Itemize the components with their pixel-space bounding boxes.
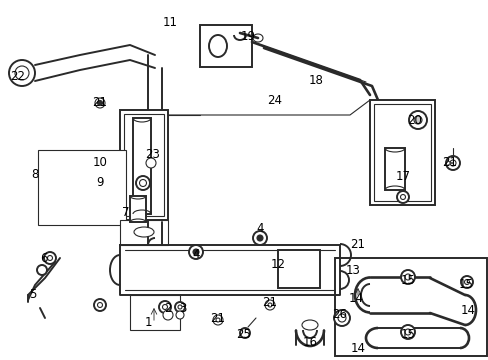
- Ellipse shape: [134, 227, 154, 237]
- Bar: [384, 148, 404, 190]
- Text: 14: 14: [348, 292, 363, 305]
- Circle shape: [408, 111, 426, 129]
- Text: 21: 21: [262, 297, 277, 310]
- Circle shape: [240, 328, 249, 338]
- Circle shape: [136, 176, 150, 190]
- Circle shape: [97, 302, 102, 307]
- Text: 4: 4: [192, 248, 199, 261]
- Text: 10: 10: [92, 157, 107, 170]
- Text: 13: 13: [345, 264, 360, 276]
- Text: 8: 8: [31, 168, 39, 181]
- Text: 7: 7: [122, 206, 129, 219]
- Bar: [200, 25, 251, 67]
- Text: 26: 26: [332, 309, 347, 321]
- Text: 21: 21: [92, 96, 107, 109]
- Text: 4: 4: [256, 221, 263, 234]
- Ellipse shape: [302, 320, 317, 330]
- Text: 16: 16: [302, 336, 317, 348]
- Circle shape: [97, 100, 102, 105]
- Circle shape: [264, 300, 274, 310]
- Text: 21: 21: [350, 238, 365, 252]
- Circle shape: [333, 310, 349, 326]
- Bar: [334, 258, 486, 356]
- Text: 6: 6: [40, 252, 48, 265]
- Text: 14: 14: [350, 342, 365, 355]
- Bar: [120, 110, 168, 220]
- Circle shape: [189, 245, 203, 259]
- Circle shape: [404, 329, 410, 335]
- Circle shape: [176, 311, 183, 319]
- Text: 15: 15: [458, 279, 472, 292]
- Ellipse shape: [288, 259, 310, 277]
- Circle shape: [159, 301, 171, 313]
- Circle shape: [47, 256, 52, 261]
- Circle shape: [449, 160, 455, 166]
- Text: 15: 15: [400, 274, 415, 287]
- Bar: [278, 250, 319, 288]
- Bar: [369, 100, 434, 205]
- Text: 20: 20: [407, 113, 422, 126]
- Text: 14: 14: [460, 303, 474, 316]
- Ellipse shape: [208, 35, 226, 57]
- Text: 15: 15: [400, 328, 415, 342]
- Text: 2: 2: [164, 302, 171, 315]
- Circle shape: [15, 66, 29, 80]
- Circle shape: [193, 249, 199, 255]
- Text: 21: 21: [210, 311, 225, 324]
- Bar: [130, 196, 146, 222]
- Circle shape: [400, 194, 405, 199]
- Text: 24: 24: [267, 94, 282, 107]
- Bar: [133, 118, 151, 214]
- Text: 17: 17: [395, 170, 409, 183]
- Circle shape: [464, 279, 468, 284]
- Bar: [124, 114, 163, 216]
- Circle shape: [95, 98, 105, 108]
- Circle shape: [37, 265, 47, 275]
- Circle shape: [257, 235, 263, 241]
- Text: 1: 1: [144, 316, 151, 329]
- Bar: [373, 104, 430, 201]
- Text: 22: 22: [10, 69, 25, 82]
- Circle shape: [216, 318, 220, 322]
- Circle shape: [252, 231, 266, 245]
- Text: 21: 21: [442, 157, 457, 170]
- Text: 25: 25: [236, 328, 251, 342]
- Bar: [120, 220, 168, 245]
- Bar: [130, 295, 180, 330]
- Circle shape: [400, 270, 414, 284]
- Circle shape: [213, 315, 223, 325]
- Text: 5: 5: [29, 288, 37, 302]
- Circle shape: [146, 158, 156, 168]
- Text: 18: 18: [308, 73, 323, 86]
- Circle shape: [94, 299, 106, 311]
- Circle shape: [44, 252, 56, 264]
- Circle shape: [396, 191, 408, 203]
- Circle shape: [445, 156, 459, 170]
- Circle shape: [162, 305, 167, 310]
- Circle shape: [404, 274, 410, 280]
- Text: 9: 9: [96, 176, 103, 189]
- Text: 23: 23: [145, 148, 160, 162]
- Circle shape: [460, 276, 472, 288]
- Circle shape: [400, 325, 414, 339]
- Circle shape: [178, 305, 182, 309]
- Circle shape: [9, 60, 35, 86]
- Text: 11: 11: [162, 15, 177, 28]
- Text: 12: 12: [270, 258, 285, 271]
- Circle shape: [267, 303, 271, 307]
- Bar: [38, 150, 126, 225]
- Circle shape: [163, 310, 173, 320]
- Circle shape: [337, 314, 346, 322]
- Circle shape: [139, 180, 146, 186]
- Circle shape: [175, 302, 184, 312]
- Text: 19: 19: [240, 31, 255, 44]
- Circle shape: [413, 116, 421, 124]
- Text: 3: 3: [179, 302, 186, 315]
